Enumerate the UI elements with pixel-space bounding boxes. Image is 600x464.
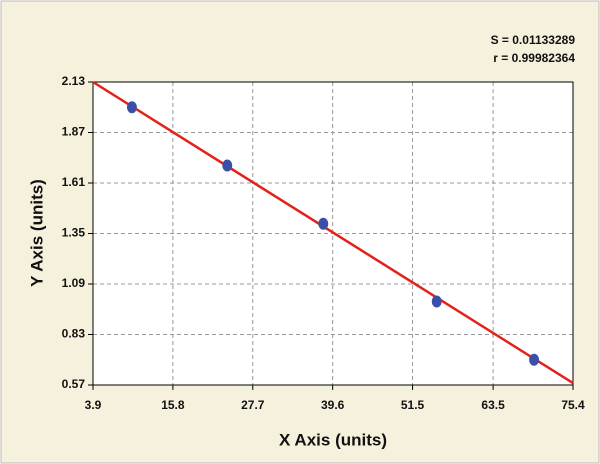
x-tick-label: 63.5 <box>481 398 505 412</box>
x-tick-label: 3.9 <box>85 398 102 412</box>
annotation: S = 0.01133289 <box>491 33 576 47</box>
y-tick-label: 0.57 <box>62 377 86 391</box>
x-tick-label: 75.4 <box>561 398 585 412</box>
data-point <box>222 159 233 172</box>
y-tick-label: 1.09 <box>62 276 86 290</box>
plot-frame <box>92 81 574 386</box>
fit-line <box>92 80 574 385</box>
annotation: r = 0.99982364 <box>493 51 575 65</box>
x-tick-label: 39.6 <box>321 398 345 412</box>
y-tick-label: 1.87 <box>62 125 86 139</box>
x-tick-label: 51.5 <box>401 398 425 412</box>
y-tick-label: 1.61 <box>62 175 86 189</box>
y-tick-label: 1.35 <box>62 226 86 240</box>
x-tick-label: 15.8 <box>161 398 185 412</box>
y-axis-title: Y Axis (units) <box>27 179 46 287</box>
data-point <box>318 217 329 230</box>
y-tick-label: 2.13 <box>62 74 86 88</box>
y-tick-label: 0.83 <box>62 327 86 341</box>
data-point <box>431 295 442 308</box>
x-tick-label: 27.7 <box>241 398 265 412</box>
x-axis-title: X Axis (units) <box>279 430 387 449</box>
data-point <box>126 101 137 114</box>
data-point <box>529 353 540 366</box>
